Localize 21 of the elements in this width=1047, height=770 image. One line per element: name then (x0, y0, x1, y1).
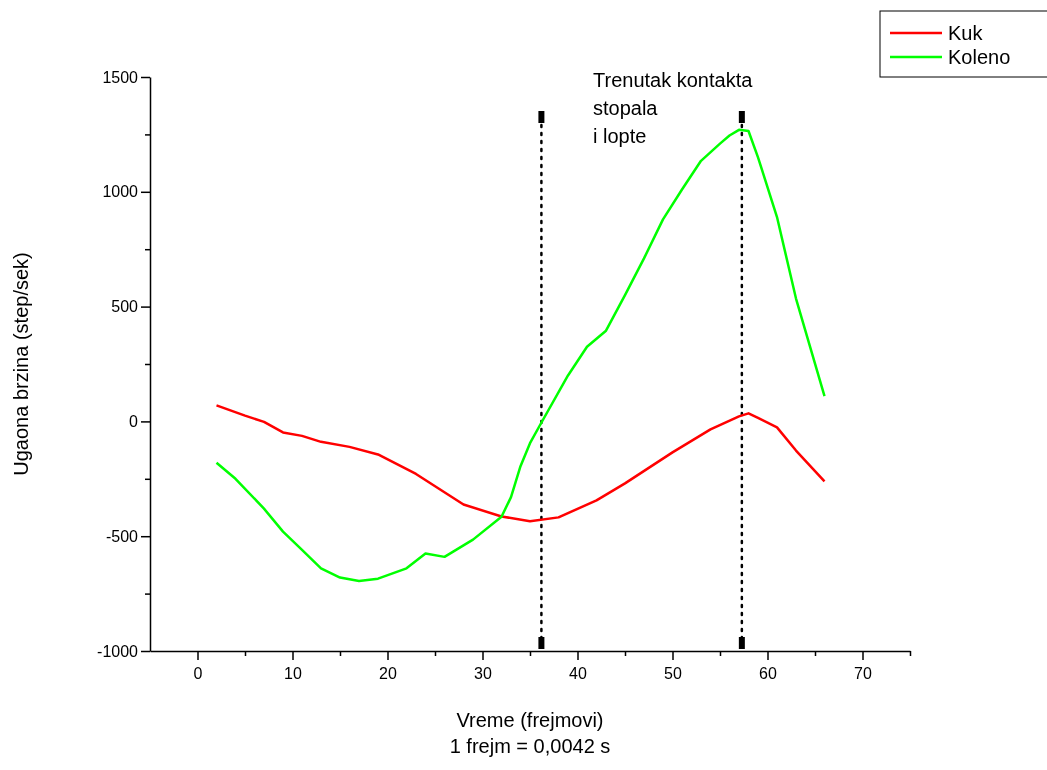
y-tick-label: 0 (129, 413, 139, 431)
x-axis-title: Vreme (frejmovi) 1 frejm = 0,0042 s (449, 709, 611, 757)
x-tick-label: 0 (193, 665, 203, 683)
annotation: Trenutak kontakta stopala i lopte (593, 69, 754, 147)
line-series (215, 128, 826, 583)
legend-label: Koleno (948, 46, 1011, 68)
x-tick-label: 40 (569, 665, 587, 683)
x-tick-label: 10 (284, 665, 302, 683)
x-tick-label: 50 (664, 665, 682, 683)
legend-label: Kuk (948, 22, 984, 44)
x-tick-label: 30 (474, 665, 492, 683)
y-tick-label: 1000 (102, 183, 139, 201)
y-axis-title: Ugaona brzina (step/sek) (10, 252, 32, 476)
y-tick-label: 500 (111, 298, 139, 316)
y-tick-label: -1000 (97, 642, 139, 660)
x-tick-label: 20 (379, 665, 397, 683)
y-tick-label: 1500 (102, 68, 139, 86)
y-tick-label: -500 (105, 527, 139, 545)
line-series (215, 404, 826, 523)
x-tick-label: 70 (854, 665, 872, 683)
x-tick-label: 60 (759, 665, 777, 683)
